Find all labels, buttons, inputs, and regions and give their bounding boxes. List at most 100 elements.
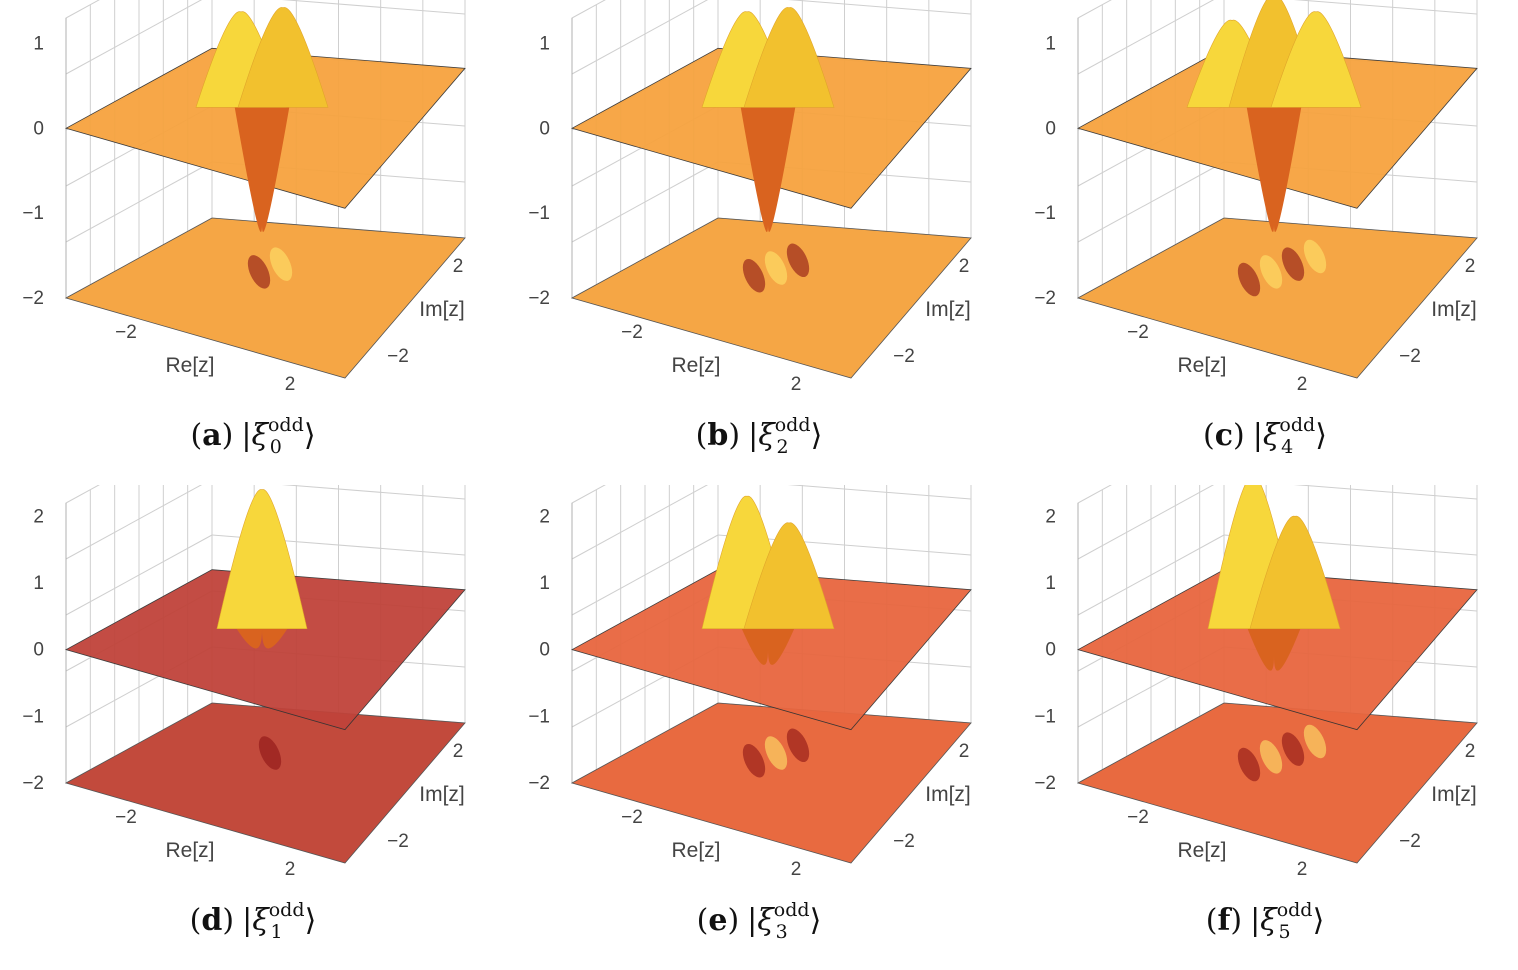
y-tick-label: 2 [1465,256,1476,277]
panel-caption: (c) |ξodd4 ⟩ [1203,414,1327,458]
state-symbol: ξ [1260,903,1277,938]
z-tick-label: −1 [528,706,550,727]
state-subscript: 2 [776,436,789,458]
x-axis-label: Re[z] [165,839,214,862]
surface-features [1186,0,1362,233]
state-subscript: 0 [269,436,282,458]
surface-peak [216,489,308,629]
floor-density-plane [570,702,972,864]
y-axis-label: Im[z] [925,783,971,806]
x-axis-label: Re[z] [671,354,720,377]
y-tick-label: 2 [453,256,464,277]
z-tick-label: −2 [1034,288,1056,309]
z-tick-label: 2 [1045,506,1056,527]
panel-d: 2 1 0 −1 −2 −2 2 −2 2 Re[z] Im[z] (d) |ξodd1 ⟩ [0,485,506,970]
z-tick-label: −1 [22,706,44,727]
state-superscript: odd [774,414,811,436]
state-superscript: odd [267,414,304,436]
surface-plot-c: 1 0 −1 −2 −2 2 −2 2 Re[z] Im[z] [1034,0,1478,395]
floor-density-plane [64,702,466,864]
surface-dip [740,624,796,665]
z-tick-label: −1 [528,203,550,224]
floor-density-plane [1076,702,1478,864]
x-tick-label: −2 [1127,807,1149,828]
ket-expression: |ξodd4 ⟩ [1252,414,1327,458]
x-tick-label: −2 [115,807,137,828]
state-symbol: ξ [758,418,775,453]
z-tick-label: 1 [1045,33,1056,54]
y-tick-label: −2 [893,346,915,367]
panel-b: 1 0 −1 −2 −2 2 −2 2 Re[z] Im[z] (b) |ξodd2 ⟩ [506,0,1012,485]
state-symbol: ξ [1262,418,1280,453]
y-tick-label: −2 [1399,831,1421,852]
ket-expression: |ξodd5 ⟩ [1250,899,1325,943]
y-tick-label: 2 [959,256,970,277]
x-axis-label: Re[z] [1177,839,1226,862]
floor-density-features [1237,239,1327,297]
state-superscript: odd [1276,899,1313,921]
ket-expression: |ξodd3 ⟩ [747,899,822,943]
y-tick-label: 2 [1465,741,1476,762]
state-symbol: ξ [252,903,269,938]
x-tick-label: −2 [621,807,643,828]
caption-letter: b [707,418,729,453]
x-tick-label: −2 [115,322,137,343]
floor-density-plane [570,217,972,379]
surface-features [701,495,835,665]
caption-letter: f [1217,903,1231,938]
panel-a: 1 0 −1 −2 −2 2 −2 2 Re[z] Im[z] (a) |ξodd0 ⟩ [0,0,506,485]
z-tick-label: −2 [22,773,44,794]
z-tick-label: −2 [528,773,550,794]
ket-expression: |ξodd2 ⟩ [748,414,823,458]
panel-caption: (f) |ξodd5 ⟩ [1205,899,1325,943]
y-axis-label: Im[z] [1431,783,1477,806]
panel-e: 2 1 0 −1 −2 −2 2 −2 2 Re[z] Im[z] (e) |ξodd3 ⟩ [506,485,1012,970]
surface-dip [1246,624,1302,671]
x-tick-label: 2 [791,859,802,880]
panel-c: 1 0 −1 −2 −2 2 −2 2 Re[z] Im[z] (c) |ξodd4 ⟩ [1012,0,1518,485]
x-tick-label: 2 [1297,374,1308,395]
state-subscript: 3 [775,921,788,943]
y-tick-label: −2 [1399,346,1421,367]
ket-expression: |ξodd1 ⟩ [242,899,317,943]
y-axis-label: Im[z] [925,298,971,321]
z-tick-label: 1 [33,33,44,54]
surface-plot-d: 2 1 0 −1 −2 −2 2 −2 2 Re[z] Im[z] [22,485,466,880]
z-tick-label: 0 [539,118,550,139]
y-axis-label: Im[z] [419,298,465,321]
z-tick-label: −2 [528,288,550,309]
state-subscript: 5 [1278,921,1291,943]
state-symbol: ξ [251,418,268,453]
floor-density-plane [64,217,466,379]
surface-dip [234,103,290,233]
z-tick-label: 1 [1045,573,1056,594]
z-tick-label: 2 [33,506,44,527]
panel-caption: (d) |ξodd1 ⟩ [189,899,317,943]
x-tick-label: −2 [1127,322,1149,343]
caption-letter: e [708,903,728,938]
x-tick-label: 2 [1297,859,1308,880]
x-axis-label: Re[z] [1177,354,1226,377]
z-tick-label: −1 [1034,706,1056,727]
surface-features [195,7,329,233]
surface-plot-b: 1 0 −1 −2 −2 2 −2 2 Re[z] Im[z] [528,0,972,395]
z-tick-label: 0 [33,118,44,139]
surface-peak [1270,11,1362,108]
z-tick-label: 1 [539,573,550,594]
floor-density-features [247,247,293,289]
x-tick-label: 2 [791,374,802,395]
surface-peak [743,522,835,629]
surface-features [216,489,308,649]
floor-density-features [742,243,810,293]
surface-peak [1249,515,1341,629]
panel-caption: (a) |ξodd0 ⟩ [190,414,316,458]
z-tick-label: −1 [22,203,44,224]
y-axis-label: Im[z] [419,783,465,806]
y-tick-label: 2 [959,741,970,762]
floor-density-plane [1076,217,1478,379]
y-tick-label: −2 [387,346,409,367]
panel-caption: (e) |ξodd3 ⟩ [696,899,822,943]
z-tick-label: 0 [33,640,44,661]
state-subscript: 1 [270,921,283,943]
